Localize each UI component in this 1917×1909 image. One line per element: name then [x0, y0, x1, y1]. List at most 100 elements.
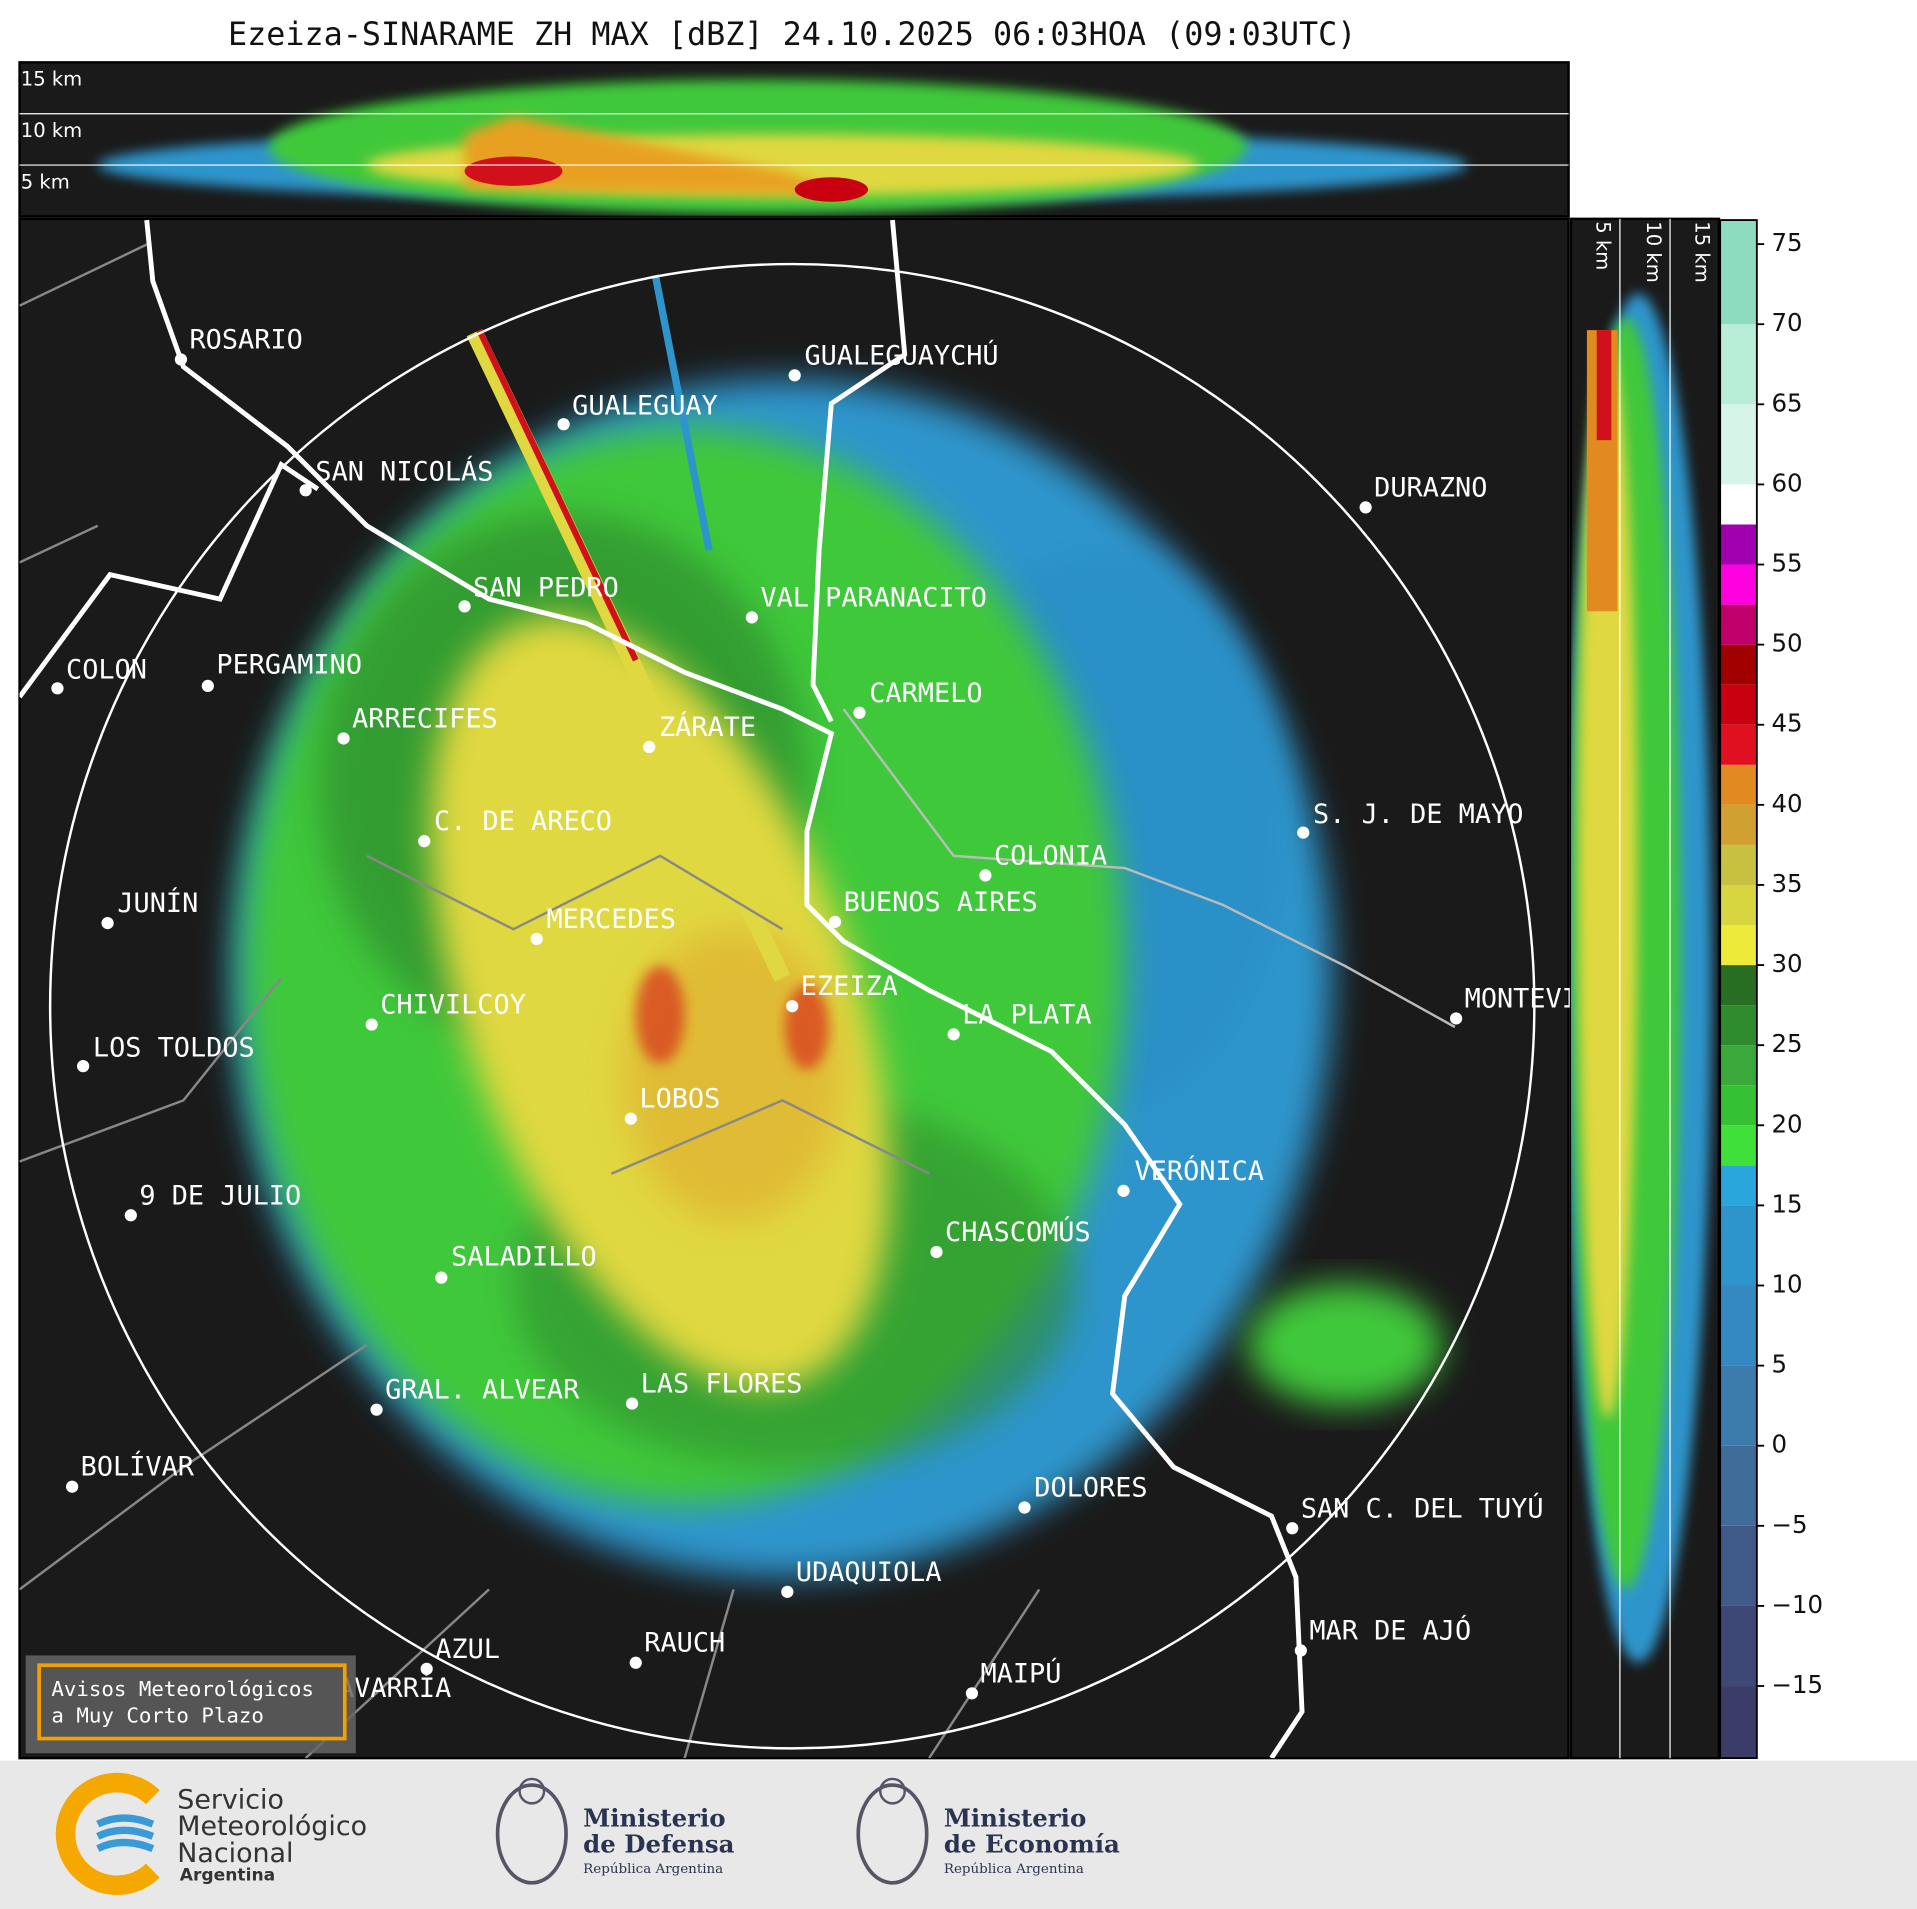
- colorbar-band: [1720, 1165, 1757, 1206]
- colorbar-band: [1720, 764, 1757, 805]
- colorbar-band: [1720, 564, 1757, 605]
- city-label: S. J. DE MAYO: [1313, 799, 1523, 830]
- badge-border[interactable]: [37, 1663, 347, 1741]
- city-label: DOLORES: [1034, 1472, 1147, 1503]
- city-dot: [1297, 826, 1310, 839]
- title: Ezeiza-SINARAME ZH MAX [dBZ] 24.10.2025 …: [228, 17, 1356, 53]
- city-label: COLONIA: [994, 840, 1107, 871]
- city-dot: [1018, 1501, 1031, 1514]
- colorbar-tick-label: 0: [1772, 1430, 1788, 1459]
- city-dot: [77, 1060, 90, 1073]
- height-label: 10 km: [1642, 221, 1665, 282]
- city-dot: [124, 1209, 137, 1222]
- colorbar-frame: [1719, 219, 1758, 1760]
- city-dot: [828, 915, 842, 928]
- city-dot: [1286, 1522, 1299, 1535]
- footer-background: [0, 1760, 1917, 1909]
- city-dot: [101, 916, 114, 930]
- colorbar-tick-label: 20: [1772, 1109, 1803, 1138]
- city-label: MAIPÚ: [981, 1657, 1062, 1689]
- height-label: 10 km: [21, 119, 82, 142]
- city-label: SAN PEDRO: [473, 573, 619, 604]
- city-dot: [643, 740, 656, 754]
- city-dot: [370, 1403, 383, 1416]
- city-label: LAS FLORES: [641, 1369, 803, 1400]
- colorbar-band: [1720, 844, 1757, 885]
- city-label: C. DE ARECO: [434, 806, 612, 837]
- colorbar-tick-label: 60: [1772, 468, 1803, 497]
- colorbar-band: [1720, 684, 1757, 725]
- badge: Avisos Meteorológicos a Muy Corto Plazo: [25, 1655, 356, 1754]
- city-label: CHASCOMÚS: [945, 1216, 1091, 1248]
- city-dot: [420, 1662, 433, 1675]
- city-label: ZÁRATE: [659, 711, 756, 743]
- city-dot: [365, 1018, 378, 1031]
- city-label: BUENOS AIRES: [844, 887, 1038, 918]
- height-label: 5 km: [1592, 221, 1615, 270]
- colorbar-band: [1720, 1285, 1757, 1366]
- map: ROSARIO GUALEGUAYCHÚ GUALEGUAY SAN NICOLÁS D…: [18, 217, 1626, 1760]
- colorbar-band: [1720, 604, 1757, 645]
- city-dot: [418, 835, 431, 848]
- city-label: GUALEGUAYCHÚ: [804, 339, 998, 371]
- colorbar-tick-label: 70: [1772, 308, 1803, 337]
- colorbar-tick-label: 35: [1772, 869, 1803, 898]
- defensa-logo: Ministerio de Defensa República Argentin…: [495, 1777, 735, 1885]
- height-label: 15 km: [21, 68, 82, 91]
- geography: [19, 219, 1456, 1759]
- city-dot: [979, 869, 992, 882]
- logo-text: Nacional: [177, 1838, 293, 1869]
- city-label: VERÓNICA: [1135, 1155, 1264, 1187]
- city-dot: [1294, 1644, 1307, 1657]
- city-label: SAN C. DEL TUYÚ: [1301, 1492, 1544, 1524]
- city-label: CHIVILCOY: [380, 990, 526, 1021]
- city-label: SAN NICOLÁS: [315, 455, 493, 487]
- colorbar-tick-label: 10: [1772, 1269, 1803, 1298]
- height-label: 15 km: [1691, 221, 1714, 282]
- logo-text: Meteorológico: [177, 1811, 367, 1842]
- city-dot: [947, 1028, 960, 1041]
- city-dot: [965, 1687, 979, 1700]
- city-label: AZUL: [435, 1634, 500, 1665]
- city-dot: [201, 679, 214, 693]
- height-label: 5 km: [21, 170, 70, 193]
- city-dot: [781, 1585, 794, 1598]
- colorbar-band: [1720, 1445, 1757, 1526]
- city-label: GUALEGUAY: [572, 390, 718, 421]
- economia-logo: Ministerio de Economía República Argenti…: [856, 1777, 1120, 1885]
- side-cross-section: 5 km 10 km 15 km: [1569, 217, 1721, 1760]
- city-label: UDAQUIOLA: [796, 1557, 942, 1588]
- colorbar-tick-label: 55: [1772, 549, 1803, 578]
- city-label: SALADILLO: [451, 1241, 597, 1272]
- city-dot: [853, 706, 866, 719]
- colorbar-band: [1720, 484, 1757, 525]
- city-label: JUNÍN: [117, 887, 198, 919]
- badge-text: a Muy Corto Plazo: [51, 1704, 264, 1728]
- city-dot: [1449, 1012, 1463, 1025]
- city-dot: [1117, 1184, 1130, 1197]
- colorbar-tick-label: 50: [1772, 629, 1803, 658]
- colorbar-tick-label: −10: [1772, 1590, 1824, 1619]
- colorbar-band: [1720, 1085, 1757, 1126]
- city-dot: [557, 418, 570, 431]
- smn-logo: Servicio Meteorológico Nacional Argentin…: [55, 1772, 367, 1896]
- city-label: COLON: [66, 655, 147, 686]
- colorbar-band: [1720, 884, 1757, 926]
- colorbar-tick-label: −15: [1772, 1670, 1824, 1699]
- logo-text: Servicio: [177, 1784, 284, 1815]
- city-dot: [1359, 501, 1372, 514]
- city-dot: [786, 1000, 799, 1013]
- logo-text: Ministerio: [944, 1804, 1086, 1833]
- colorbar-band: [1720, 1205, 1757, 1286]
- city-dot: [930, 1245, 943, 1259]
- city-label: ROSARIO: [189, 324, 302, 355]
- colorbar-tick-label: 75: [1772, 228, 1803, 257]
- logo-text: Argentina: [180, 1865, 275, 1885]
- city-dot: [624, 1112, 637, 1125]
- colorbar-tick-label: 40: [1772, 789, 1803, 818]
- logos: Servicio Meteorológico Nacional Argentin…: [55, 1772, 1120, 1896]
- logo-text: de Defensa: [583, 1829, 734, 1858]
